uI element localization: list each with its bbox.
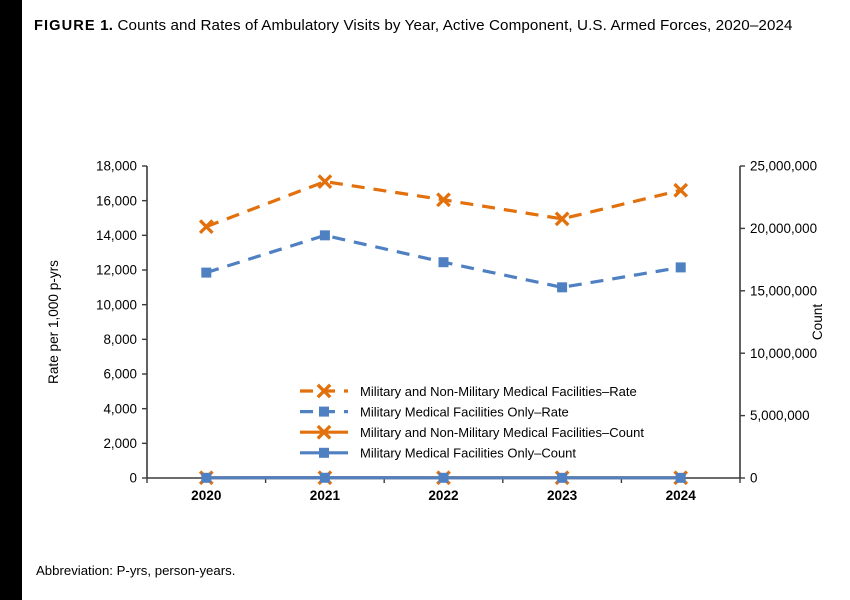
legend-label: Military Medical Facilities Only–Count <box>360 446 576 461</box>
data-point-marker-3 <box>675 472 686 483</box>
right-axis-tick-label: 0 <box>750 471 757 486</box>
data-point-marker-3 <box>201 472 212 483</box>
legend-label: Military Medical Facilities Only–Rate <box>360 404 569 419</box>
left-axis-tick-label: 18,000 <box>96 159 137 174</box>
chart-legend: Military and Non-Military Medical Facili… <box>300 383 644 461</box>
legend-item-3[interactable]: Military Medical Facilities Only–Count <box>300 446 576 461</box>
left-axis-tick-label: 10,000 <box>96 297 137 312</box>
data-point-marker-1 <box>319 230 330 241</box>
data-point-marker-0 <box>436 192 451 208</box>
right-axis-tick-label: 15,000,000 <box>750 283 817 298</box>
figure-title-text: Counts and Rates of Ambulatory Visits by… <box>117 17 793 34</box>
data-point-marker-3 <box>438 472 449 483</box>
data-point-marker-1 <box>438 257 449 268</box>
x-axis-tick-label: 2020 <box>191 488 221 503</box>
right-axis-title: Count <box>810 304 825 340</box>
x-axis-tick-label: 2024 <box>666 488 697 503</box>
figure-title: FIGURE 1. Counts and Rates of Ambulatory… <box>34 14 834 38</box>
series-3 <box>201 472 686 483</box>
legend-label: Military and Non-Military Medical Facili… <box>360 425 644 440</box>
figure-number: 1. <box>100 17 114 34</box>
data-point-marker-0 <box>317 174 333 189</box>
data-point-marker-3 <box>557 472 568 483</box>
left-axis-tick-label: 8,000 <box>103 332 137 347</box>
data-point-marker-legend-3 <box>319 447 329 458</box>
data-point-marker-1 <box>675 262 686 273</box>
left-axis-tick-label: 14,000 <box>96 228 137 243</box>
left-axis-tick-label: 0 <box>130 471 137 486</box>
legend-item-1[interactable]: Military Medical Facilities Only–Rate <box>300 404 569 419</box>
series-line-0 <box>205 179 682 229</box>
figure-label: FIGURE <box>34 18 96 34</box>
data-point-marker-legend-1 <box>319 406 329 417</box>
figure-footnote: Abbreviation: P-yrs, person-years. <box>36 563 236 578</box>
data-point-marker-legend-0 <box>316 383 332 399</box>
data-point-marker-3 <box>319 472 330 483</box>
data-point-marker-0 <box>198 219 214 235</box>
right-axis-tick-label: 25,000,000 <box>750 159 817 174</box>
right-axis-tick-label: 20,000,000 <box>750 221 817 236</box>
series-group <box>198 174 689 486</box>
x-axis-tick-label: 2022 <box>428 488 459 503</box>
x-axis-tick-label: 2021 <box>310 488 341 503</box>
data-point-marker-1 <box>557 282 568 293</box>
dual-axis-line-chart: 0 2,000 4,000 6,000 8,000 10,000 12,000 14,000 1… <box>46 159 825 503</box>
left-axis-tick-label: 16,000 <box>96 193 137 208</box>
left-axis-tick-label: 6,000 <box>103 367 137 382</box>
left-axis-title: Rate per 1,000 p-yrs <box>46 260 61 384</box>
left-axis-tick-label: 12,000 <box>96 263 137 278</box>
series-1 <box>201 230 686 293</box>
series-0 <box>198 174 689 235</box>
right-axis-tick-label: 10,000,000 <box>750 346 817 361</box>
axes: 0 2,000 4,000 6,000 8,000 10,000 12,000 14,000 1… <box>46 159 825 503</box>
chart-plot-area: 0 2,000 4,000 6,000 8,000 10,000 12,000 14,000 1… <box>22 95 850 525</box>
data-point-marker-0 <box>673 182 689 198</box>
data-point-marker-0 <box>554 211 570 227</box>
data-point-marker-legend-2 <box>316 424 332 440</box>
left-axis-tick-label: 4,000 <box>103 401 137 416</box>
right-axis-tick-label: 5,000,000 <box>750 408 810 423</box>
legend-label: Military and Non-Military Medical Facili… <box>360 384 637 399</box>
figure-card: FIGURE 1. Counts and Rates of Ambulatory… <box>22 0 850 600</box>
left-axis-tick-label: 2,000 <box>103 436 137 451</box>
legend-item-0[interactable]: Military and Non-Military Medical Facili… <box>300 383 637 399</box>
legend-item-2[interactable]: Military and Non-Military Medical Facili… <box>300 424 644 440</box>
data-point-marker-1 <box>201 267 212 278</box>
x-axis-tick-label: 2023 <box>547 488 578 503</box>
